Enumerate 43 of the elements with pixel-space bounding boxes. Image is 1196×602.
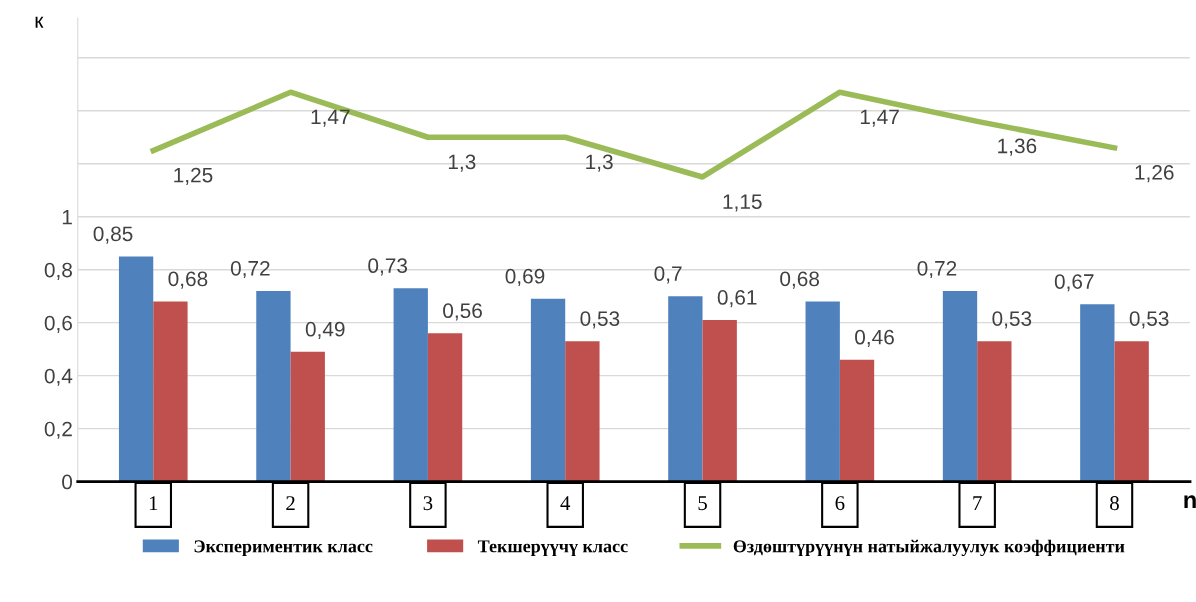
data-label: 1,3	[448, 154, 476, 172]
y-tick-label: 0	[62, 474, 73, 490]
data-label: 0,53	[1129, 311, 1169, 329]
data-label: 0,53	[580, 311, 620, 329]
data-label: 0,49	[305, 321, 345, 340]
data-label: 0,53	[992, 311, 1032, 329]
data-label: 0,72	[917, 260, 957, 279]
data-label: 1,26	[1135, 165, 1174, 183]
data-label: 0,68	[168, 271, 208, 289]
y-tick-label: 0,2	[44, 421, 72, 439]
x-tick-label: 4	[560, 496, 571, 510]
data-label: 0,69	[505, 268, 545, 287]
x-tick-label: 1	[149, 496, 158, 510]
x-tick-label: 8	[1110, 496, 1119, 511]
y-tick-label: 0,8	[44, 262, 72, 280]
data-label: 1,47	[860, 109, 899, 127]
data-label: 0,56	[443, 303, 482, 321]
data-label: 1,47	[311, 109, 350, 127]
y-tick-label: 0,6	[44, 315, 72, 333]
data-label: 1,36	[998, 138, 1037, 156]
x-tick-label: 6	[835, 496, 845, 511]
data-label: 0,85	[93, 226, 133, 244]
legend-label: Текшерүүчү класс	[477, 540, 628, 557]
data-label: 0,73	[368, 258, 408, 276]
x-tick-label: 7	[973, 496, 982, 510]
data-label: 0,61	[717, 290, 757, 308]
data-label: 1,15	[723, 194, 762, 212]
data-label: 0,72	[230, 260, 270, 279]
x-tick-label: 2	[286, 496, 295, 510]
x-tick-label: 5	[698, 496, 707, 511]
y-tick-label: 1	[62, 209, 72, 225]
data-label: 1,3	[586, 154, 613, 172]
data-label: 1,25	[174, 167, 213, 185]
y-tick-label: 0,4	[44, 368, 73, 386]
x-tick-label: 3	[423, 496, 433, 511]
data-label: 0,68	[780, 271, 820, 289]
data-label: 0,46	[855, 329, 894, 347]
x-axis-title: n	[1184, 495, 1196, 508]
y-axis-title: к	[35, 16, 44, 28]
legend-label: Өздөштүрүүнүн натыйжалуулук коэффициенти	[733, 539, 1125, 557]
data-label: 0,67	[1054, 274, 1094, 292]
legend-label: Экспериментик класс	[194, 540, 373, 557]
data-label: 0,7	[654, 266, 682, 284]
